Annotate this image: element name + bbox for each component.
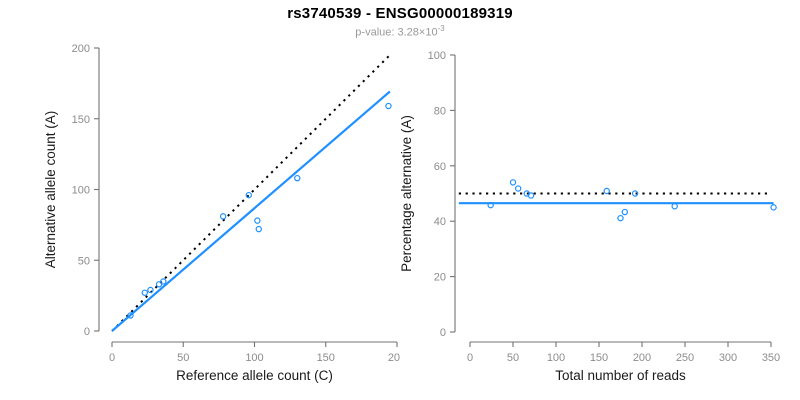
data-point — [254, 217, 261, 224]
x-tick-label: 100 — [547, 352, 565, 364]
y-tick-label: 40 — [434, 216, 446, 228]
y-tick-label: 50 — [78, 255, 90, 267]
y-tick-label: 200 — [72, 43, 90, 55]
x-tick-label: 350 — [762, 352, 780, 364]
x-tick-label: 0 — [467, 352, 473, 364]
data-point — [141, 289, 148, 296]
x-tick-label: 200 — [633, 352, 651, 364]
identity-line — [111, 52, 393, 332]
x-tick-label: 300 — [719, 352, 737, 364]
data-point — [509, 179, 517, 186]
y-axis-title: Alternative allele count (A) — [43, 111, 58, 269]
y-tick-label: 100 — [428, 50, 446, 62]
x-axis-title: Total number of reads — [555, 368, 686, 383]
data-point — [770, 204, 777, 211]
data-point — [245, 191, 252, 199]
fitted-line — [111, 90, 391, 332]
y-tick-label: 0 — [84, 326, 90, 338]
data-point — [155, 281, 163, 288]
y-tick-label: 20 — [434, 272, 446, 284]
x-axis-title: Reference allele count (C) — [176, 368, 333, 383]
x-tick-label: 250 — [676, 352, 694, 364]
data-point — [617, 214, 624, 222]
data-point — [514, 185, 522, 192]
data-point — [631, 190, 639, 197]
y-tick-label: 60 — [434, 161, 446, 173]
x-tick-label: 100 — [245, 352, 263, 364]
data-point — [219, 213, 227, 220]
x-tick-label: 150 — [317, 352, 335, 364]
x-tick-label: 200 — [388, 352, 400, 364]
data-point — [160, 278, 167, 285]
data-point — [603, 187, 610, 195]
data-point — [127, 312, 134, 319]
data-point — [527, 192, 535, 199]
data-point — [487, 201, 494, 209]
y-tick-label: 80 — [434, 105, 446, 117]
data-point — [385, 102, 392, 110]
data-point — [255, 225, 262, 233]
data-point — [621, 208, 628, 216]
x-tick-label: 50 — [177, 352, 189, 364]
y-axis-title: Percentage alternative (A) — [400, 115, 414, 272]
data-point — [671, 203, 678, 210]
y-tick-label: 0 — [440, 327, 446, 339]
y-tick-label: 100 — [72, 185, 90, 197]
x-tick-label: 0 — [109, 352, 115, 364]
x-tick-label: 50 — [507, 352, 519, 364]
data-point — [294, 174, 301, 182]
left-scatter-chart: 0 50 100 150 200 Reference allele count (C) 0 5… — [43, 43, 400, 383]
x-tick-label: 150 — [590, 352, 608, 364]
data-point — [147, 286, 154, 294]
y-tick-label: 150 — [72, 114, 90, 126]
